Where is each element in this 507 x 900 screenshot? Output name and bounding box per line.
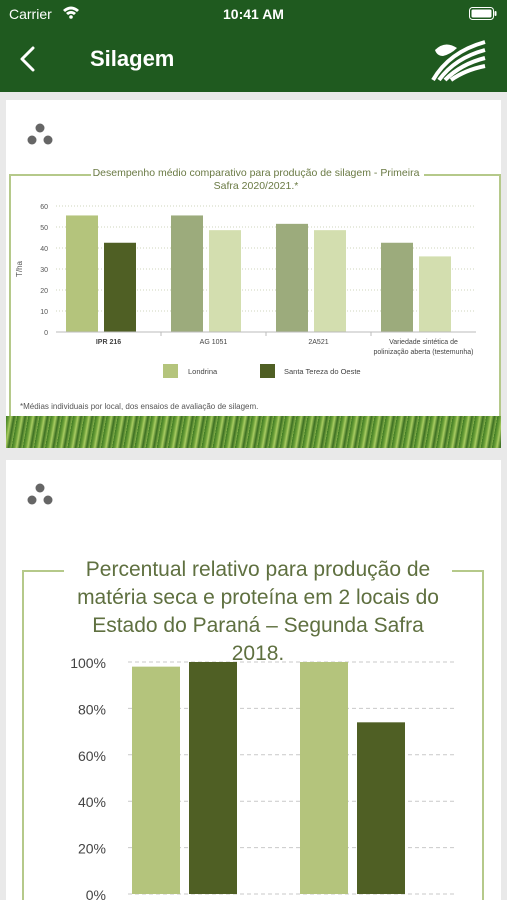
chart-card-silage-performance: Desempenho médio comparativo para produç… [6,100,501,448]
battery-icon [469,7,497,23]
y-axis-label: T/ha [15,260,24,277]
x-tick-label: polinização aberta (testemunha) [373,349,473,356]
chart-footnote: *Médias individuais por local, dos ensai… [20,402,259,411]
bar [381,242,413,332]
status-bar: Carrier 10:41 AM [0,0,507,28]
bar [419,256,451,332]
back-button[interactable] [16,46,40,77]
y-tick-label: 80% [78,701,106,717]
y-tick-label: 0 [44,330,48,337]
nav-bar: Silagem [0,28,507,92]
bar [171,215,203,332]
y-tick-label: 10 [40,309,48,316]
share-button[interactable] [26,122,54,151]
y-tick-label: 20% [78,841,106,857]
chart-frame-top-right [424,174,501,176]
bar [276,223,308,332]
chart-title: Desempenho médio comparativo para produç… [92,167,420,192]
bar [209,230,241,332]
share-button[interactable] [26,482,54,511]
y-tick-label: 100% [70,655,106,671]
chart-frame-right [482,570,484,900]
wifi-icon [62,5,80,22]
chart-card-relative-percent: Percentual relativo para produção de mat… [6,460,501,900]
y-tick-label: 40 [40,246,48,253]
x-tick-label: 2A521 [308,339,328,346]
chart-title: Percentual relativo para produção de mat… [77,558,439,665]
chevron-left-icon [20,46,35,72]
bar [132,666,180,894]
page-title: Silagem [90,46,175,71]
clock: 10:41 AM [223,6,284,22]
y-tick-label: 30 [40,267,48,274]
bar [66,215,98,332]
y-tick-label: 20 [40,288,48,295]
x-tick-label: Variedade sintética de [389,339,458,346]
grass-banner-image [6,416,501,448]
legend-swatch [260,364,275,378]
legend-label: Santa Tereza do Oeste [284,367,361,376]
bar [357,722,405,894]
carrier-label: Carrier [9,6,52,22]
chart-frame-top-left [22,570,64,572]
bar [189,662,237,894]
chart-frame-left [22,570,24,900]
share-icon [27,123,53,145]
y-tick-label: 60 [40,204,48,211]
y-tick-label: 50 [40,225,48,232]
y-tick-label: 60% [78,748,106,764]
legend-swatch [163,364,178,378]
bar [300,662,348,894]
share-icon [27,483,53,505]
relative-percent-bar-chart: 0% 20% 40% 60% 80% 100% [70,655,456,900]
chart-frame-top-right [452,570,484,572]
chart-frame-top-left [9,174,91,176]
silage-bar-chart: 0 10 20 30 40 50 60 T/ha IPR 216 AG 1051 2A521 Vari… [15,204,476,378]
brand-logo-icon [431,36,487,87]
legend-label: Londrina [188,367,218,376]
bar [104,242,136,332]
y-tick-label: 40% [78,794,106,810]
x-tick-label: IPR 216 [96,339,121,346]
bar [314,230,346,332]
y-tick-label: 0% [86,887,106,900]
x-tick-label: AG 1051 [200,339,228,346]
